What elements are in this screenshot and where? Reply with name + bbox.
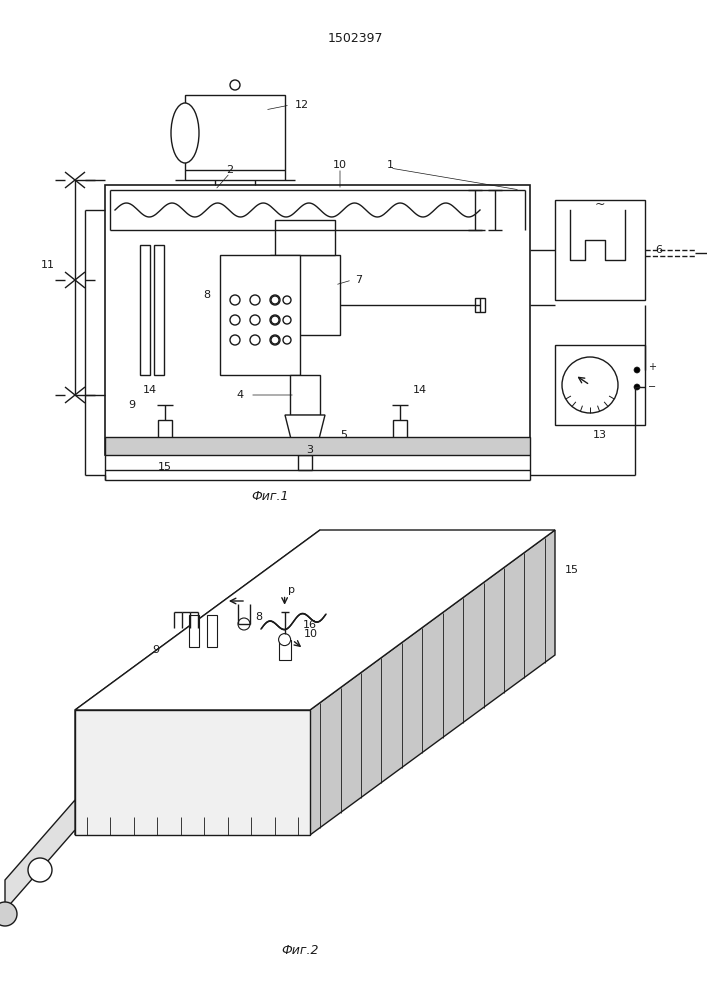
Polygon shape: [75, 530, 555, 710]
Text: 12: 12: [295, 100, 309, 110]
Polygon shape: [75, 710, 310, 835]
Circle shape: [270, 335, 280, 345]
Text: p: p: [288, 585, 295, 595]
Bar: [275, 220, 335, 255]
Text: −: −: [648, 382, 656, 392]
Bar: [279, 640, 291, 660]
Circle shape: [283, 296, 291, 304]
Text: 14: 14: [143, 385, 157, 395]
Circle shape: [562, 357, 618, 413]
Circle shape: [270, 315, 280, 325]
Circle shape: [238, 618, 250, 630]
Polygon shape: [285, 415, 325, 455]
Circle shape: [250, 315, 260, 325]
Bar: [140, 245, 150, 375]
Bar: [207, 615, 218, 647]
Text: 16: 16: [303, 620, 317, 630]
Circle shape: [283, 336, 291, 344]
Text: Фиг.2: Фиг.2: [281, 944, 319, 956]
Circle shape: [634, 367, 640, 373]
Circle shape: [0, 902, 17, 926]
Text: 15: 15: [565, 565, 579, 575]
Polygon shape: [75, 530, 320, 835]
Text: 8: 8: [255, 612, 262, 622]
Bar: [105, 185, 530, 455]
Text: 10: 10: [333, 160, 347, 170]
Circle shape: [634, 384, 640, 390]
Text: 4: 4: [236, 390, 244, 400]
Text: 8: 8: [203, 290, 210, 300]
Bar: [298, 455, 312, 470]
Text: 1: 1: [387, 160, 394, 170]
Circle shape: [28, 858, 52, 882]
Text: Фиг.1: Фиг.1: [251, 490, 288, 504]
Bar: [154, 245, 164, 375]
Circle shape: [250, 295, 260, 305]
Polygon shape: [310, 530, 555, 835]
Polygon shape: [5, 800, 75, 910]
Ellipse shape: [171, 103, 199, 163]
Circle shape: [230, 295, 240, 305]
Text: 9: 9: [152, 645, 160, 655]
Text: 10: 10: [304, 629, 318, 639]
Text: 5: 5: [340, 430, 347, 440]
Bar: [270, 255, 340, 335]
Circle shape: [230, 315, 240, 325]
Circle shape: [279, 634, 291, 646]
Bar: [555, 200, 645, 300]
Text: 15: 15: [158, 462, 172, 472]
Circle shape: [271, 296, 279, 304]
Bar: [475, 298, 485, 312]
Bar: [158, 420, 172, 440]
Text: +: +: [648, 362, 656, 372]
Circle shape: [271, 336, 279, 344]
Text: 11: 11: [41, 260, 55, 270]
Bar: [105, 437, 530, 455]
Circle shape: [230, 80, 240, 90]
Text: 2: 2: [226, 165, 233, 175]
Bar: [290, 375, 320, 415]
Text: 7: 7: [355, 275, 362, 285]
Text: 9: 9: [128, 400, 135, 410]
Text: 14: 14: [413, 385, 427, 395]
Text: 6: 6: [655, 245, 662, 255]
Circle shape: [271, 316, 279, 324]
Bar: [220, 255, 300, 375]
Text: 1502397: 1502397: [327, 31, 382, 44]
Circle shape: [283, 316, 291, 324]
Circle shape: [270, 295, 280, 305]
Text: ~: ~: [595, 198, 605, 211]
Text: 3: 3: [307, 445, 313, 455]
Bar: [189, 615, 199, 647]
Text: 13: 13: [593, 430, 607, 440]
Bar: [393, 420, 407, 440]
Circle shape: [230, 335, 240, 345]
Bar: [185, 95, 285, 170]
Circle shape: [250, 335, 260, 345]
Bar: [555, 345, 645, 425]
